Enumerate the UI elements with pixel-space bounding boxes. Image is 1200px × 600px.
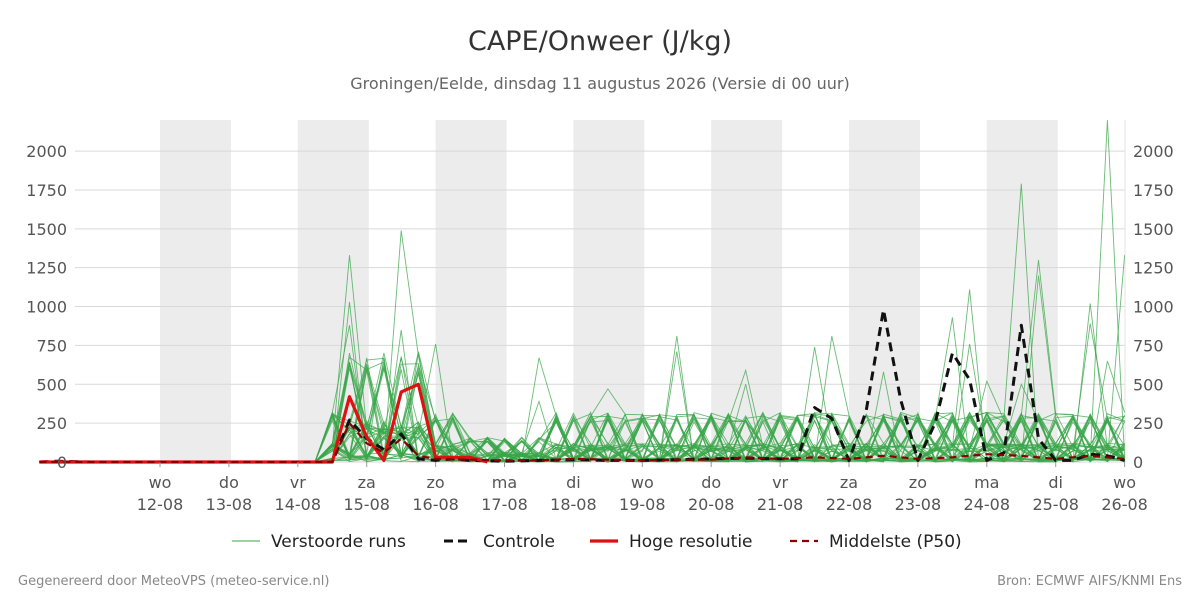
y-tick-label-left: 750 xyxy=(36,336,67,355)
legend-label-highres: Hoge resolutie xyxy=(629,532,753,552)
legend-label-ensemble: Verstoorde runs xyxy=(271,532,406,552)
y-tick-label-left: 500 xyxy=(36,375,67,394)
y-tick-label-right: 1750 xyxy=(1133,181,1174,200)
x-tick-date-label: 22-08 xyxy=(826,495,873,514)
chart-title: CAPE/Onweer (J/kg) xyxy=(468,26,732,57)
x-tick-date-label: 14-08 xyxy=(275,495,322,514)
day-band xyxy=(160,120,231,462)
x-tick-day-label: za xyxy=(358,473,376,492)
x-tick-day-label: ma xyxy=(974,473,999,492)
footer-source: Bron: ECMWF AIFS/KNMI Ens xyxy=(997,574,1182,589)
night-bands xyxy=(160,120,1058,462)
y-tick-label-right: 1500 xyxy=(1133,220,1174,239)
axes: 0 0 250 250 500 500 750 750 1000 1000 1250 1250 1500… xyxy=(26,142,1173,514)
x-tick-day-label: za xyxy=(840,473,858,492)
y-tick-label-right: 2000 xyxy=(1133,142,1174,161)
legend-label-control: Controle xyxy=(483,532,555,552)
y-tick-label-right: 750 xyxy=(1133,336,1164,355)
series-line-median xyxy=(39,422,1125,464)
y-tick-label-left: 2000 xyxy=(26,142,67,161)
y-tick-label-left: 1500 xyxy=(26,220,67,239)
x-tick-day-label: ma xyxy=(492,473,517,492)
y-tick-label-left: 1000 xyxy=(26,298,67,317)
chart-subtitle: Groningen/Eelde, dinsdag 11 augustus 202… xyxy=(350,74,850,93)
legend-label-median: Middelste (P50) xyxy=(829,532,962,552)
legend: Verstoorde runs Controle Hoge resolutie Mid… xyxy=(232,532,962,552)
day-band xyxy=(573,120,645,462)
x-tick-day-label: wo xyxy=(149,473,172,492)
x-tick-date-label: 15-08 xyxy=(343,495,390,514)
day-band xyxy=(435,120,507,462)
y-tick-label-left: 250 xyxy=(36,414,67,433)
y-tick-label-left: 1750 xyxy=(26,181,67,200)
x-tick-day-label: wo xyxy=(631,473,654,492)
x-tick-date-label: 16-08 xyxy=(412,495,459,514)
y-tick-label-left: 1250 xyxy=(26,259,67,278)
x-tick-day-label: zo xyxy=(909,473,927,492)
y-tick-label-right: 1000 xyxy=(1133,298,1174,317)
x-tick-date-label: 19-08 xyxy=(619,495,666,514)
x-tick-date-label: 24-08 xyxy=(964,495,1011,514)
y-tick-label-right: 250 xyxy=(1133,414,1164,433)
x-tick-day-label: vr xyxy=(290,473,306,492)
day-band xyxy=(849,120,920,462)
day-band xyxy=(711,120,783,462)
y-tick-label-right: 1250 xyxy=(1133,259,1174,278)
x-tick-date-label: 26-08 xyxy=(1101,495,1148,514)
footer-generator: Gegenereerd door MeteoVPS (meteo-service… xyxy=(18,574,329,589)
x-tick-day-label: wo xyxy=(1113,473,1136,492)
y-tick-label-right: 0 xyxy=(1133,453,1143,472)
main-series xyxy=(39,308,1125,464)
x-tick-day-label: zo xyxy=(427,473,445,492)
x-tick-date-label: 20-08 xyxy=(688,495,735,514)
x-tick-date-label: 18-08 xyxy=(550,495,597,514)
x-tick-day-label: vr xyxy=(772,473,788,492)
x-tick-date-label: 12-08 xyxy=(137,495,184,514)
y-tick-label-left: 0 xyxy=(57,453,67,472)
x-tick-date-label: 25-08 xyxy=(1032,495,1079,514)
y-tick-label-right: 500 xyxy=(1133,375,1164,394)
grid-lines xyxy=(75,120,1126,463)
x-tick-day-label: di xyxy=(566,473,581,492)
x-tick-day-label: do xyxy=(701,473,721,492)
x-tick-date-label: 23-08 xyxy=(895,495,942,514)
x-tick-day-label: di xyxy=(1048,473,1063,492)
x-tick-date-label: 21-08 xyxy=(757,495,804,514)
day-band xyxy=(986,120,1058,462)
x-tick-date-label: 13-08 xyxy=(206,495,253,514)
x-tick-day-label: do xyxy=(219,473,239,492)
x-tick-date-label: 17-08 xyxy=(481,495,528,514)
